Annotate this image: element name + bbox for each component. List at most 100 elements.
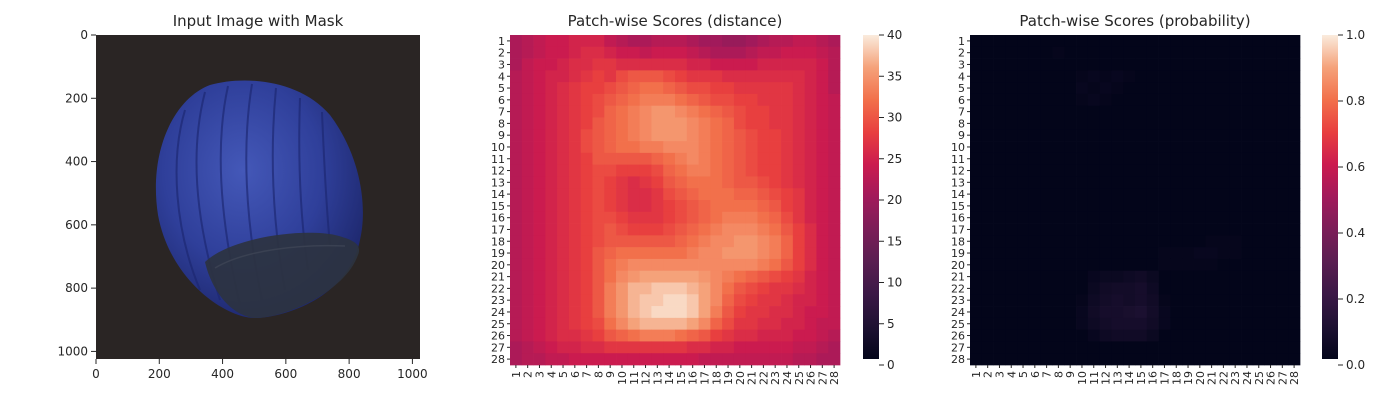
colorbar-tick-label: 0.8	[1346, 94, 1365, 108]
heatmap-cell	[580, 93, 593, 107]
heatmap-cell	[639, 341, 652, 354]
heatmap-cell	[1241, 188, 1254, 201]
heatmap-cell	[1076, 294, 1089, 307]
heatmap-cell	[1111, 258, 1124, 272]
heatmap-cell	[533, 58, 546, 71]
y-tick-label: 17	[951, 223, 965, 236]
heatmap-cell	[828, 353, 841, 366]
heatmap-cell	[1135, 317, 1148, 330]
heatmap-cell	[1028, 70, 1042, 83]
heatmap-cell	[993, 306, 1006, 319]
heatmap-cell	[804, 282, 817, 295]
heatmap-cell	[1087, 58, 1100, 71]
probability-heatmap-cells	[970, 35, 1301, 366]
heatmap-cell	[745, 93, 758, 107]
heatmap-cell	[510, 247, 523, 260]
heatmap-cell	[627, 282, 640, 295]
heatmap-cell	[970, 70, 983, 83]
heatmap-cell	[627, 82, 640, 95]
heatmap-cell	[722, 164, 735, 177]
heatmap-cell	[521, 164, 534, 177]
heatmap-cell	[616, 188, 629, 201]
heatmap-cell	[639, 46, 652, 59]
heatmap-cell	[1182, 223, 1195, 236]
heatmap-cell	[1193, 247, 1207, 260]
y-tick-label: 22	[491, 282, 505, 295]
heatmap-cell	[1288, 58, 1301, 71]
heatmap-cell	[1158, 188, 1171, 201]
x-tick-label: 13	[1111, 371, 1124, 385]
heatmap-cell	[639, 353, 652, 366]
heatmap-cell	[745, 82, 758, 95]
heatmap-cell	[757, 258, 770, 272]
heatmap-cell	[1052, 211, 1065, 224]
heatmap-cell	[521, 317, 534, 330]
heatmap-cell	[1264, 164, 1277, 177]
heatmap-cell	[1182, 270, 1195, 283]
heatmap-cell	[1252, 329, 1265, 342]
heatmap-cell	[616, 58, 629, 71]
heatmap-cell	[698, 306, 711, 319]
heatmap-cell	[828, 117, 841, 130]
heatmap-cell	[710, 164, 723, 177]
heatmap-cell	[722, 141, 735, 154]
heatmap-cell	[981, 258, 994, 272]
heatmap-cell	[604, 211, 617, 224]
heatmap-cell	[1182, 188, 1195, 201]
heatmap-cell	[627, 270, 640, 283]
heatmap-cell	[1099, 141, 1112, 154]
heatmap-cell	[545, 46, 558, 59]
heatmap-cell	[733, 258, 747, 272]
heatmap-cell	[804, 188, 817, 201]
heatmap-cell	[804, 247, 817, 260]
heatmap-cell	[627, 329, 640, 342]
heatmap-cell	[757, 141, 770, 154]
heatmap-cell	[769, 270, 782, 283]
heatmap-cell	[580, 235, 593, 248]
heatmap-cell	[510, 105, 523, 118]
heatmap-cell	[592, 270, 605, 283]
heatmap-cell	[1028, 294, 1042, 307]
x-tick-label: 21	[746, 371, 759, 385]
heatmap-cell	[592, 247, 605, 260]
heatmap-cell	[686, 270, 699, 283]
heatmap-cell	[1276, 35, 1289, 48]
heatmap-cell	[1229, 35, 1242, 48]
heatmap-cell	[627, 35, 640, 48]
heatmap-cell	[1111, 223, 1124, 236]
y-tick-label: 6	[958, 94, 965, 107]
heatmap-cell	[1028, 353, 1042, 366]
heatmap-cell	[1064, 35, 1077, 48]
heatmap-cell	[616, 129, 629, 142]
heatmap-cell	[1099, 200, 1112, 213]
heatmap-cell	[710, 282, 723, 295]
heatmap-cell	[1264, 341, 1277, 354]
heatmap-cell	[604, 35, 617, 48]
heatmap-cell	[1146, 141, 1159, 154]
y-tick-label: 15	[951, 200, 965, 213]
heatmap-cell	[675, 306, 688, 319]
heatmap-cell	[1193, 294, 1207, 307]
heatmap-cell	[651, 223, 664, 236]
heatmap-cell	[1205, 117, 1218, 130]
heatmap-cell	[521, 294, 534, 307]
heatmap-cell	[698, 35, 711, 48]
heatmap-cell	[698, 270, 711, 283]
heatmap-cell	[1111, 70, 1124, 83]
heatmap-cell	[1170, 129, 1183, 142]
heatmap-cell	[1146, 353, 1159, 366]
heatmap-cell	[816, 176, 829, 189]
heatmap-cell	[1111, 141, 1124, 154]
heatmap-cell	[580, 211, 593, 224]
heatmap-cell	[675, 235, 688, 248]
heatmap-cell	[521, 235, 534, 248]
x-tick-label: 5	[1017, 371, 1030, 378]
heatmap-cell	[1288, 353, 1301, 366]
heatmap-cell	[1217, 353, 1230, 366]
heatmap-cell	[1229, 294, 1242, 307]
heatmap-cell	[1064, 353, 1077, 366]
heatmap-cell	[1229, 105, 1242, 118]
heatmap-cell	[1241, 141, 1254, 154]
heatmap-cell	[1087, 247, 1100, 260]
heatmap-cell	[970, 129, 983, 142]
